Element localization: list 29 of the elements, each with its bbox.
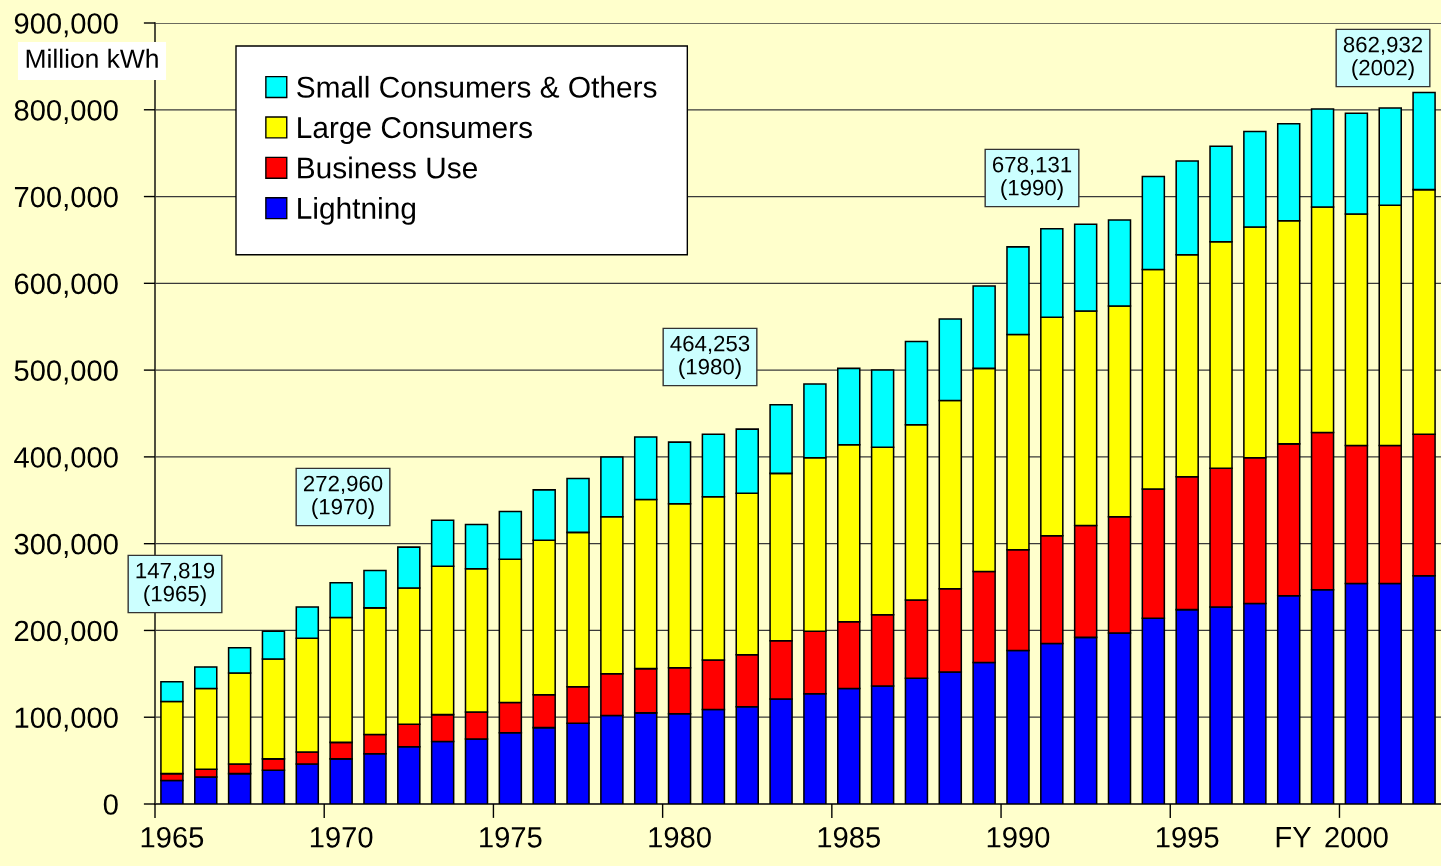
y-tick-label: 600,000 [14, 273, 118, 298]
x-tick-label: 1975 [480, 826, 542, 848]
x-tick-label: 1970 [310, 826, 373, 848]
annotation: 464,253 (1980) [670, 335, 750, 379]
y-tick-label: 300,000 [14, 533, 118, 558]
y-tick-label: 900,000 [14, 13, 118, 38]
legend-label: Large Consumers [298, 117, 532, 145]
y-tick-label: 500,000 [14, 360, 118, 385]
x-tick-label: 1985 [818, 826, 880, 848]
annotation: 147,819 (1965) [136, 562, 215, 606]
y-tick-label: 0 [103, 794, 118, 815]
x-tick-label: 1990 [987, 826, 1050, 848]
legend-label: Small Consumers & Others [297, 75, 657, 98]
legend-label: Business Use [298, 156, 477, 179]
y-tick-label: 700,000 [14, 186, 118, 211]
y-tick-label: 400,000 [14, 447, 118, 472]
annotation: 272,960 (1970) [303, 475, 383, 519]
x-tick-label: 1965 [141, 826, 204, 848]
y-tick-label: 100,000 [15, 707, 118, 732]
x-tick-label: 1995 [1156, 826, 1219, 848]
annotation: 862,932 (2002) [1343, 36, 1423, 80]
legend-label: Lightning [298, 196, 416, 225]
y-tick-label: 800,000 [14, 99, 118, 125]
x-tick-label: 1980 [649, 826, 711, 848]
annotation: 678,131 (1990) [992, 156, 1072, 200]
x-tick-label: 2000 [1325, 826, 1388, 848]
x-axis-title: FY [1276, 827, 1311, 848]
y-axis-title: Million kWh [26, 48, 158, 69]
y-tick-label: 200,000 [14, 620, 118, 645]
